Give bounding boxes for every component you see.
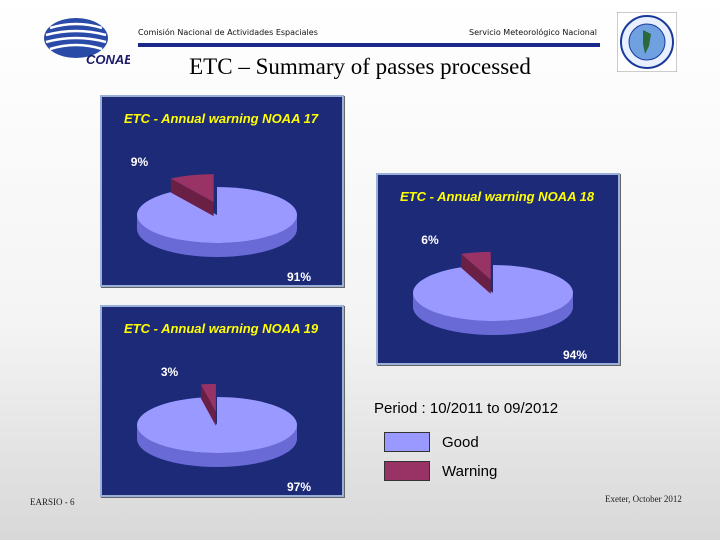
footer-left: EARSIO - 6 bbox=[30, 497, 75, 507]
data-label-warning: 9% bbox=[131, 155, 149, 169]
pie-slice-good-side bbox=[413, 293, 573, 335]
legend-item-good: Good bbox=[384, 432, 479, 452]
pie-slice-warning-side bbox=[170, 178, 214, 217]
data-label-warning: 3% bbox=[161, 365, 179, 379]
page-title: ETC – Summary of passes processed bbox=[189, 54, 531, 79]
data-label-good: 94% bbox=[563, 348, 587, 362]
legend-label-good: Good bbox=[442, 433, 479, 451]
header-divider bbox=[138, 43, 600, 47]
chart-panel-noaa18: ETC - Annual warning NOAA 18 6% 94% bbox=[376, 173, 620, 365]
legend-swatch-good bbox=[384, 432, 430, 452]
pie-slice-good-side bbox=[137, 425, 297, 467]
chart-title: ETC - Annual warning NOAA 17 bbox=[124, 111, 319, 126]
header-left-text: Comisión Nacional de Actividades Espacia… bbox=[138, 28, 318, 37]
data-label-good: 97% bbox=[287, 480, 311, 494]
data-label-warning: 6% bbox=[421, 233, 439, 247]
pie-slice-warning bbox=[200, 383, 216, 412]
pie-slice-good bbox=[137, 397, 298, 453]
pie-slice-warning bbox=[461, 251, 491, 280]
header-right-text: Servicio Meteorológico Nacional bbox=[469, 28, 597, 37]
pie-slice-good bbox=[412, 265, 573, 321]
pie-slice-warning-side bbox=[461, 253, 491, 294]
pie-slice-good bbox=[137, 187, 297, 243]
pie-chart-noaa17: ETC - Annual warning NOAA 17 9% 91% bbox=[102, 97, 342, 285]
footer-right: Exeter, October 2012 bbox=[605, 494, 682, 504]
pie-chart-noaa18: ETC - Annual warning NOAA 18 6% 94% bbox=[378, 175, 618, 363]
pie-slice-warning-side bbox=[200, 384, 216, 426]
pie-slice-warning bbox=[170, 174, 214, 203]
legend-item-warning: Warning bbox=[384, 461, 497, 481]
chart-panel-noaa17: ETC - Annual warning NOAA 17 9% 91% bbox=[100, 95, 344, 287]
conae-logo-text: CONAE bbox=[86, 52, 130, 67]
smn-logo bbox=[617, 12, 677, 72]
conae-logo: CONAE bbox=[44, 18, 130, 67]
legend-swatch-warning bbox=[384, 461, 430, 481]
pie-chart-noaa19: ETC - Annual warning NOAA 19 3% 97% bbox=[102, 307, 342, 495]
chart-title: ETC - Annual warning NOAA 18 bbox=[400, 189, 595, 204]
period-label: Period : 10/2011 to 09/2012 bbox=[374, 400, 559, 417]
data-label-good: 91% bbox=[287, 270, 311, 284]
pie-slice-good-side bbox=[137, 215, 297, 257]
legend-label-warning: Warning bbox=[442, 462, 498, 480]
chart-title: ETC - Annual warning NOAA 19 bbox=[124, 321, 319, 336]
chart-panel-noaa19: ETC - Annual warning NOAA 19 3% 97% bbox=[100, 305, 344, 497]
